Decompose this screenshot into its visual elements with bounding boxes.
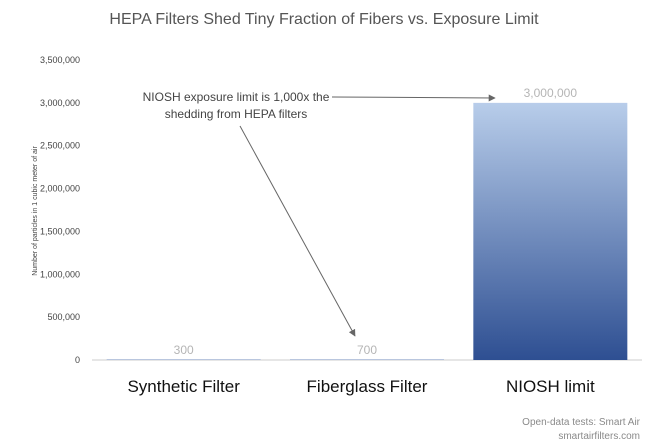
data-label: 300 <box>174 343 194 357</box>
category-label: Synthetic Filter <box>127 377 240 396</box>
y-axis-ticks: 0 500,000 1,000,000 1,500,000 2,000,000 2,500… <box>40 55 80 365</box>
category-label: Fiberglass Filter <box>307 377 428 396</box>
data-label: 3,000,000 <box>524 86 578 100</box>
bars <box>106 102 628 360</box>
data-label: 700 <box>357 343 377 357</box>
annotation-line-1: NIOSH exposure limit is 1,000x the <box>143 90 330 104</box>
y-tick-label: 500,000 <box>47 312 80 322</box>
chart-title: HEPA Filters Shed Tiny Fraction of Fiber… <box>109 11 539 28</box>
y-tick-label: 1,000,000 <box>40 269 80 279</box>
annotation: NIOSH exposure limit is 1,000x the shedd… <box>143 90 496 337</box>
annotation-arrow-to-niosh <box>331 94 496 102</box>
bar-synthetic-filter <box>106 359 261 360</box>
y-tick-label: 1,500,000 <box>40 226 80 236</box>
y-tick-label: 2,500,000 <box>40 141 80 151</box>
y-tick-label: 2,000,000 <box>40 184 80 194</box>
annotation-arrow-to-fiberglass <box>239 125 356 337</box>
data-labels: 300 700 3,000,000 <box>174 86 578 357</box>
credit-line-1: Open-data tests: Smart Air <box>522 417 640 428</box>
y-tick-label: 3,000,000 <box>40 98 80 108</box>
annotation-line-2: shedding from HEPA filters <box>165 107 308 121</box>
y-axis-label: Number of particles in 1 cubic meter of … <box>32 146 39 276</box>
bar-fiberglass-filter <box>290 359 444 360</box>
category-label: NIOSH limit <box>506 377 595 396</box>
credit-line-2: smartairfilters.com <box>558 431 640 442</box>
y-tick-label: 3,500,000 <box>40 55 80 65</box>
bar-niosh-limit <box>473 102 628 360</box>
y-tick-label: 0 <box>75 355 80 365</box>
category-labels: Synthetic Filter Fiberglass Filter NIOSH l… <box>127 377 595 396</box>
